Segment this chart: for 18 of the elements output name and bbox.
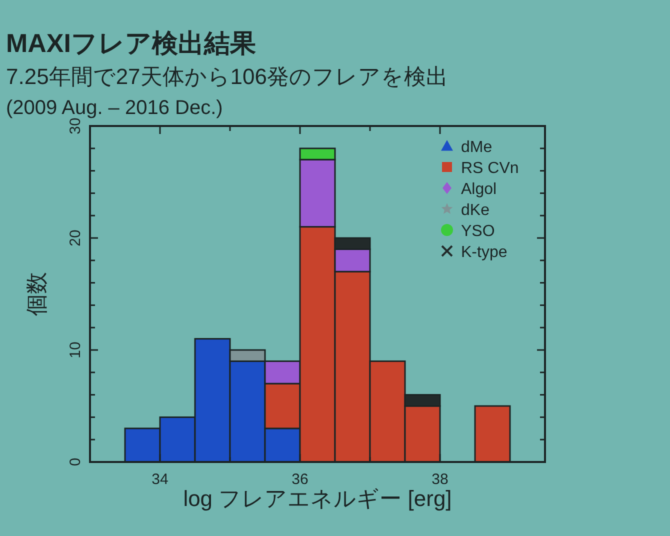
legend-label: K-type [461,244,508,261]
legend-label: Algol [461,181,497,198]
y-tick-label: 10 [67,342,84,358]
x-tick-label: 38 [432,471,448,488]
legend-label: dKe [461,202,490,219]
ylabel: 個数 [24,272,49,316]
legend-label: YSO [461,223,495,240]
y-tick-label: 0 [67,458,84,466]
annotation: (2009 Aug. – 2016 Dec.) [6,97,223,119]
title: MAXIフレア検出結果 [6,28,256,58]
subtitle: 7.25年間で27天体から106発のフレアを検出 [6,64,448,89]
xlabel: log フレアエネルギー [erg] [183,486,452,511]
x-tick-label: 34 [152,471,168,488]
y-tick-label: 20 [67,230,84,246]
x-tick-label: 36 [292,471,308,488]
legend-label: RS CVn [461,160,519,177]
y-tick-label: 30 [67,118,84,134]
legend-label: dMe [461,139,492,156]
